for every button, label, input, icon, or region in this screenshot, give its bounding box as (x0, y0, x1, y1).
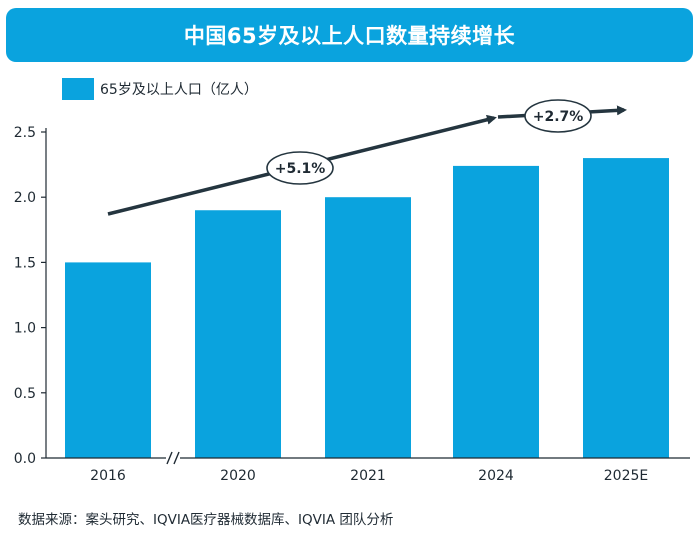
growth-label: +2.7% (533, 109, 584, 125)
bar-2024 (453, 165, 539, 459)
axis-break-slash (166, 451, 173, 465)
x-tick-label: 2016 (90, 468, 126, 484)
bar-2025E (583, 158, 669, 458)
y-tick-label: 0.5 (14, 386, 36, 402)
y-tick-label: 1.0 (14, 321, 36, 337)
source-note: 数据来源：案头研究、IQVIA医疗器械数据库、IQVIA 团队分析 (18, 512, 394, 528)
chart-title: 中国65岁及以上人口数量持续增长 (6, 8, 693, 62)
x-tick-label: 2020 (220, 468, 256, 484)
bar-2020 (195, 210, 281, 458)
legend-swatch (62, 78, 94, 100)
legend-label: 65岁及以上人口（亿人） (100, 82, 258, 98)
y-tick-label: 2.0 (14, 190, 36, 206)
y-tick-label: 1.5 (14, 255, 36, 271)
x-tick-label: 2025E (604, 468, 648, 484)
legend: 65岁及以上人口（亿人） (62, 78, 258, 100)
x-tick-label: 2024 (478, 468, 514, 484)
x-tick-label: 2021 (350, 468, 386, 484)
axis-break-slash (173, 451, 180, 465)
bar-2021 (325, 197, 411, 458)
growth-bubble (524, 99, 592, 133)
bar-2016 (65, 262, 151, 458)
y-tick-label: 0.0 (14, 451, 36, 467)
axis-break-mark (166, 451, 180, 465)
axis-break-gap (166, 452, 180, 464)
growth-label: +5.1% (275, 161, 326, 177)
y-tick-label: 2.5 (14, 125, 36, 141)
growth-bubble (266, 151, 334, 185)
